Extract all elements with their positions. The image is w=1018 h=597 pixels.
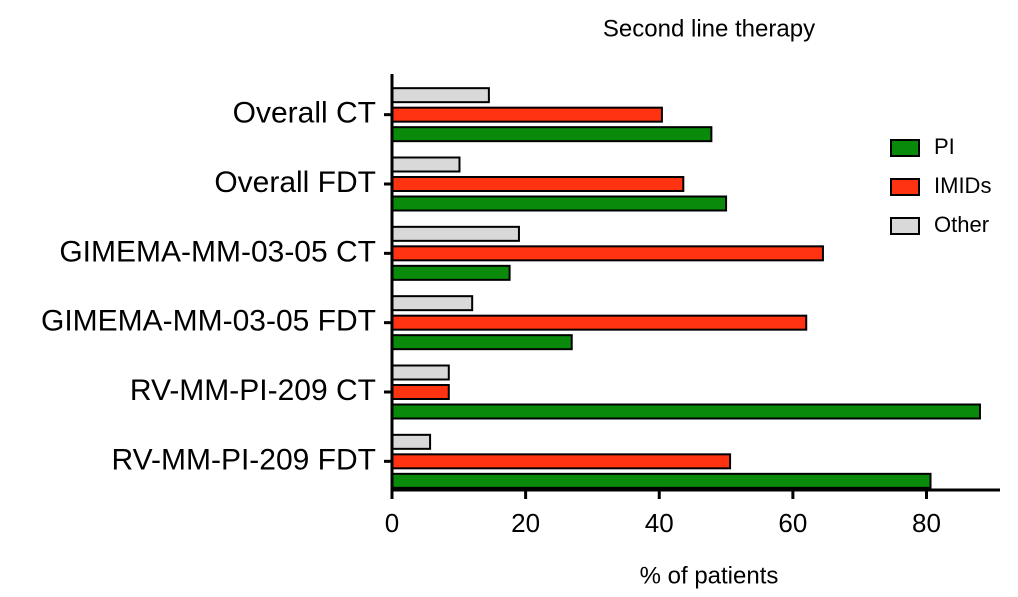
bar bbox=[391, 176, 685, 192]
bar bbox=[391, 195, 728, 212]
bar bbox=[391, 472, 932, 489]
bar bbox=[391, 225, 520, 242]
y-tick-label: Overall FDT bbox=[214, 166, 376, 199]
bar bbox=[391, 156, 461, 173]
bar bbox=[391, 364, 450, 381]
x-tick-label: 20 bbox=[511, 508, 540, 538]
bar bbox=[391, 453, 732, 470]
y-tick-label: RV-MM-PI-209 CT bbox=[130, 374, 376, 407]
legend-swatch bbox=[890, 139, 920, 157]
bar bbox=[391, 433, 432, 450]
bar bbox=[391, 403, 981, 420]
bar bbox=[391, 264, 511, 281]
legend-label: IMIDs bbox=[934, 173, 991, 198]
x-axis-label: % of patients bbox=[640, 562, 779, 589]
bar bbox=[391, 334, 573, 351]
chart-title: Second line therapy bbox=[603, 15, 815, 42]
x-tick-label: 0 bbox=[385, 508, 399, 538]
bar bbox=[391, 87, 490, 104]
bar bbox=[391, 295, 474, 312]
legend-label: Other bbox=[934, 212, 989, 237]
bar bbox=[391, 384, 450, 400]
legend-swatch bbox=[890, 178, 920, 196]
x-tick-label: 40 bbox=[645, 508, 674, 538]
legend-swatch bbox=[890, 217, 920, 235]
y-tick-label: RV-MM-PI-209 FDT bbox=[112, 443, 376, 476]
bar bbox=[391, 245, 824, 262]
y-tick-label: GIMEMA-MM-03-05 CT bbox=[59, 235, 376, 268]
y-tick-label: GIMEMA-MM-03-05 FDT bbox=[41, 305, 376, 338]
bar bbox=[391, 126, 713, 143]
x-tick-label: 60 bbox=[778, 508, 807, 538]
bar bbox=[391, 314, 808, 331]
y-tick-label: Overall CT bbox=[233, 97, 376, 130]
legend-label: PI bbox=[934, 134, 955, 159]
x-tick-label: 80 bbox=[912, 508, 941, 538]
bar bbox=[391, 106, 663, 123]
